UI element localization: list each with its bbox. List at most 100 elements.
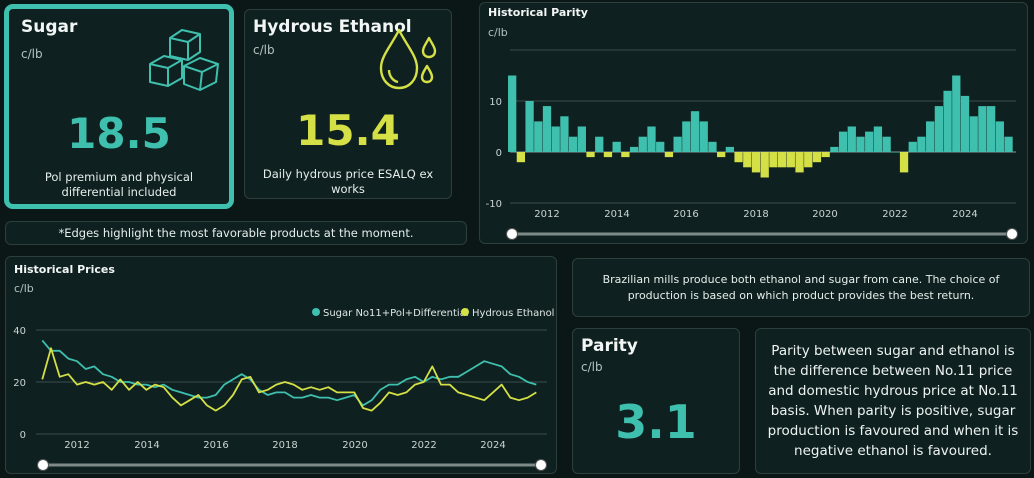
- prices-ytick-label: 0: [20, 430, 26, 441]
- parity-bar: [717, 152, 726, 158]
- parity-bar: [725, 146, 735, 152]
- parity-bar: [734, 152, 743, 163]
- sugar-price-value: 18.5: [67, 109, 171, 158]
- parity-bar: [603, 152, 613, 158]
- parity-bar: [865, 131, 874, 152]
- parity-bar: [952, 75, 961, 152]
- parity-bar: [847, 126, 856, 152]
- prices-chart-panel[interactable]: Historical Prices c/lb Sugar No11+Pol+Di…: [5, 256, 557, 474]
- prices-chart-title: Historical Prices: [14, 263, 115, 276]
- parity-explanation-text: Parity between sugar and ethanol is the …: [767, 343, 1019, 459]
- parity-bar: [743, 152, 752, 168]
- parity-explanation: Parity between sugar and ethanol is the …: [755, 328, 1031, 474]
- parity-bar: [769, 152, 778, 168]
- parity-card[interactable]: Parity c/lb 3.1: [572, 328, 740, 474]
- ethanol-card[interactable]: Hydrous Ethanol c/lb 15.4 Daily hydrous …: [244, 9, 452, 199]
- sugar-cubes-icon: [149, 29, 219, 91]
- parity-xtick-label: 2024: [952, 209, 977, 220]
- edges-note-text: *Edges highlight the most favorable prod…: [58, 226, 414, 240]
- parity-bar: [595, 136, 604, 152]
- parity-xtick-label: 2016: [673, 209, 698, 220]
- sugar-card[interactable]: Sugar c/lb 18.5 Pol premium and physical…: [4, 4, 234, 209]
- parity-xtick-label: 2022: [882, 209, 907, 220]
- prices-range-slider-end-handle[interactable]: [535, 459, 547, 471]
- parity-bar: [638, 136, 647, 152]
- prices-ytick-label: 40: [13, 326, 26, 337]
- parity-range-slider-start-handle[interactable]: [506, 228, 518, 240]
- prices-chart: Sugar No11+Pol+Differential Hydrous Etha…: [13, 308, 554, 471]
- parity-chart-title: Historical Parity: [488, 6, 588, 19]
- parity-bar: [708, 141, 717, 152]
- parity-bar: [751, 152, 761, 173]
- parity-bar: [908, 141, 917, 152]
- parity-chart-panel[interactable]: Historical Parity c/lb 10 0 -10 2012 201…: [479, 2, 1028, 244]
- parity-bar: [525, 101, 534, 152]
- prices-xtick-label: 2020: [342, 440, 367, 451]
- sugar-description: Pol premium and physical differential in…: [44, 170, 194, 199]
- parity-unit: c/lb: [581, 360, 603, 374]
- parity-bar: [699, 121, 708, 152]
- parity-title: Parity: [581, 336, 638, 356]
- legend-sugar-label[interactable]: Sugar No11+Pol+Differential: [323, 308, 469, 319]
- prices-xtick-label: 2016: [203, 440, 228, 451]
- parity-bar: [656, 141, 665, 152]
- sugar-price-line: [41, 339, 537, 407]
- prices-xtick-label: 2018: [272, 440, 297, 451]
- sugar-unit: c/lb: [21, 47, 43, 61]
- parity-xtick-label: 2020: [812, 209, 837, 220]
- parity-range-slider-end-handle[interactable]: [1006, 228, 1018, 240]
- prices-range-slider-start-handle[interactable]: [37, 459, 49, 471]
- parity-bar: [821, 152, 830, 158]
- parity-bar: [760, 152, 769, 178]
- parity-xtick-label: 2014: [604, 209, 629, 220]
- ethanol-title: Hydrous Ethanol: [253, 17, 412, 37]
- prices-xtick-label: 2012: [64, 440, 89, 451]
- parity-bar: [830, 146, 839, 152]
- parity-xtick-label: 2018: [743, 209, 768, 220]
- parity-bar: [812, 152, 822, 163]
- parity-bar: [621, 152, 630, 158]
- parity-bar: [986, 106, 996, 152]
- parity-bar: [560, 116, 569, 152]
- prices-chart-unit: c/lb: [14, 282, 34, 295]
- parity-chart-unit: c/lb: [488, 26, 508, 39]
- legend-sugar-marker: [312, 308, 320, 316]
- prices-xtick-label: 2024: [480, 440, 505, 451]
- parity-bar: [577, 126, 586, 152]
- droplets-icon: [379, 28, 437, 90]
- parity-value: 3.1: [615, 395, 697, 449]
- prices-ytick-label: 20: [13, 378, 26, 389]
- parity-bar: [786, 152, 795, 168]
- ethanol-price-value: 15.4: [296, 106, 400, 155]
- parity-bar: [682, 121, 691, 152]
- edges-note: *Edges highlight the most favorable prod…: [5, 221, 467, 245]
- parity-bar: [551, 126, 560, 152]
- mills-note: Brazilian mills produce both ethanol and…: [572, 258, 1030, 317]
- parity-bar: [978, 106, 987, 152]
- parity-bar: [612, 141, 621, 152]
- parity-bar: [542, 106, 552, 152]
- parity-bar: [586, 152, 595, 158]
- parity-bar: [629, 146, 639, 152]
- parity-bar: [690, 111, 700, 152]
- parity-bar: [777, 152, 787, 168]
- parity-chart: 10 0 -10 2012 2014 2016 2018 2020 2022 2…: [486, 49, 1018, 240]
- ethanol-price-line: [41, 347, 537, 412]
- ethanol-unit: c/lb: [253, 43, 275, 57]
- parity-bar: [795, 152, 804, 173]
- parity-bar: [516, 152, 526, 163]
- parity-bar: [934, 106, 944, 152]
- mills-note-text: Brazilian mills produce both ethanol and…: [602, 272, 1000, 302]
- parity-bar: [508, 75, 517, 152]
- parity-bar: [534, 121, 543, 152]
- parity-ytick-label: 0: [496, 148, 502, 159]
- parity-bar: [899, 152, 909, 173]
- legend-ethanol-marker: [461, 308, 469, 316]
- legend-ethanol-label[interactable]: Hydrous Ethanol: [472, 308, 554, 319]
- parity-bar: [891, 152, 900, 153]
- parity-bar: [838, 131, 848, 152]
- parity-bar: [1004, 136, 1013, 152]
- parity-ytick-label: -10: [486, 199, 502, 210]
- prices-xtick-label: 2014: [134, 440, 159, 451]
- ethanol-description: Daily hydrous price ESALQ ex works: [262, 167, 434, 196]
